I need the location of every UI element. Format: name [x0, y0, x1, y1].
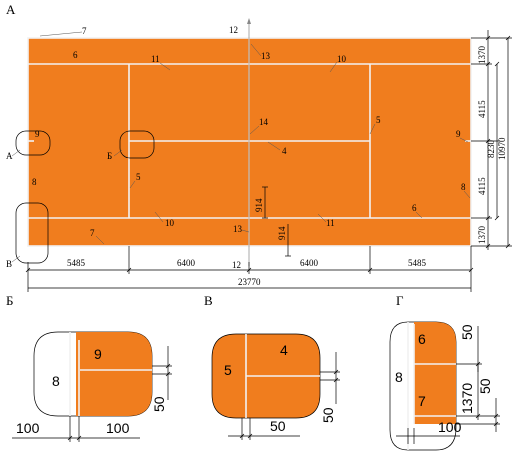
detail-b-dim-100-left: 100 [16, 420, 40, 436]
detail-g-dim-50-right: 50 [477, 378, 493, 394]
detail-b-callout-8: 8 [52, 373, 60, 389]
callout-9-left: 9 [35, 129, 40, 139]
dim-4115-top: 4115 [477, 100, 487, 118]
dim-914-a: 914 [254, 198, 264, 212]
dim-8230: 8230 [486, 140, 496, 159]
detail-g: 6 7 8 50 1370 50 100 [389, 321, 500, 451]
dim-1370-bottom: 1370 [477, 226, 487, 245]
detail-g-callout-7: 7 [418, 393, 426, 409]
callout-5-left: 5 [136, 172, 141, 182]
view-label-g: Г [396, 293, 404, 308]
callout-9-right: 9 [456, 129, 461, 139]
detail-g-callout-8: 8 [395, 369, 403, 385]
bottom-dimensions: 5485 6400 6400 5485 23770 [25, 246, 474, 292]
view-label-b: Б [6, 293, 13, 308]
view-label-v: В [204, 293, 213, 308]
callout-8-left: 8 [32, 177, 37, 187]
callout-7-top: 7 [82, 26, 87, 36]
detail-v-callout-5: 5 [224, 362, 232, 378]
detail-v-dim-50-bottom: 50 [270, 418, 286, 434]
dim-5485-left: 5485 [67, 258, 86, 268]
callout-7-bottom: 7 [90, 228, 95, 238]
callout-6-bottom: 6 [412, 203, 417, 213]
dim-914-b: 914 [277, 226, 287, 240]
dim-5485-right: 5485 [408, 258, 427, 268]
callout-v: В [6, 259, 12, 269]
detail-v-callout-4: 4 [280, 342, 288, 358]
callout-10-top: 10 [337, 54, 347, 64]
right-dimensions: 1370 4115 8230 4115 10970 1370 [471, 30, 512, 250]
callout-8-right: 8 [461, 182, 466, 192]
dim-10970: 10970 [497, 137, 507, 160]
detail-v-dim-50-right: 50 [320, 407, 336, 423]
callout-b: Б [107, 151, 112, 161]
detail-b-dim-100-right: 100 [106, 420, 130, 436]
callout-11-bottom: 11 [326, 218, 335, 228]
dim-914-group: 914 914 [254, 186, 291, 257]
callout-4: 4 [282, 146, 287, 156]
view-label-a: А [6, 2, 16, 17]
dim-23770: 23770 [238, 277, 261, 287]
callout-a: А [6, 151, 13, 161]
detail-b-callout-9: 9 [94, 346, 102, 362]
callout-6-top: 6 [73, 50, 78, 60]
detail-b-dim-50: 50 [151, 396, 167, 412]
detail-marker-g [15, 202, 49, 264]
dim-4115-bottom: 4115 [477, 177, 487, 195]
callout-14: 14 [259, 117, 269, 127]
callout-12-top: 12 [229, 25, 238, 35]
detail-b: 9 8 100 100 50 [12, 331, 172, 442]
callout-5-right: 5 [376, 115, 381, 125]
detail-marker-a [15, 130, 51, 156]
detail-g-callout-6: 6 [418, 331, 426, 347]
callout-11-top: 11 [151, 54, 160, 64]
callout-13-bottom: 13 [233, 224, 243, 234]
court-plan [27, 37, 472, 247]
detail-g-dim-100: 100 [438, 419, 462, 435]
dim-1370-top: 1370 [477, 46, 487, 65]
callout-10-bottom: 10 [165, 218, 175, 228]
detail-g-dim-50-top: 50 [459, 324, 475, 340]
dim-6400-left: 6400 [177, 258, 196, 268]
detail-g-dim-1370: 1370 [459, 383, 475, 414]
callout-12-bottom: 12 [232, 260, 241, 270]
dim-6400-right: 6400 [300, 258, 319, 268]
detail-v: 4 5 50 50 [211, 333, 340, 440]
detail-marker-b [119, 130, 155, 159]
callout-13-top: 13 [261, 51, 271, 61]
